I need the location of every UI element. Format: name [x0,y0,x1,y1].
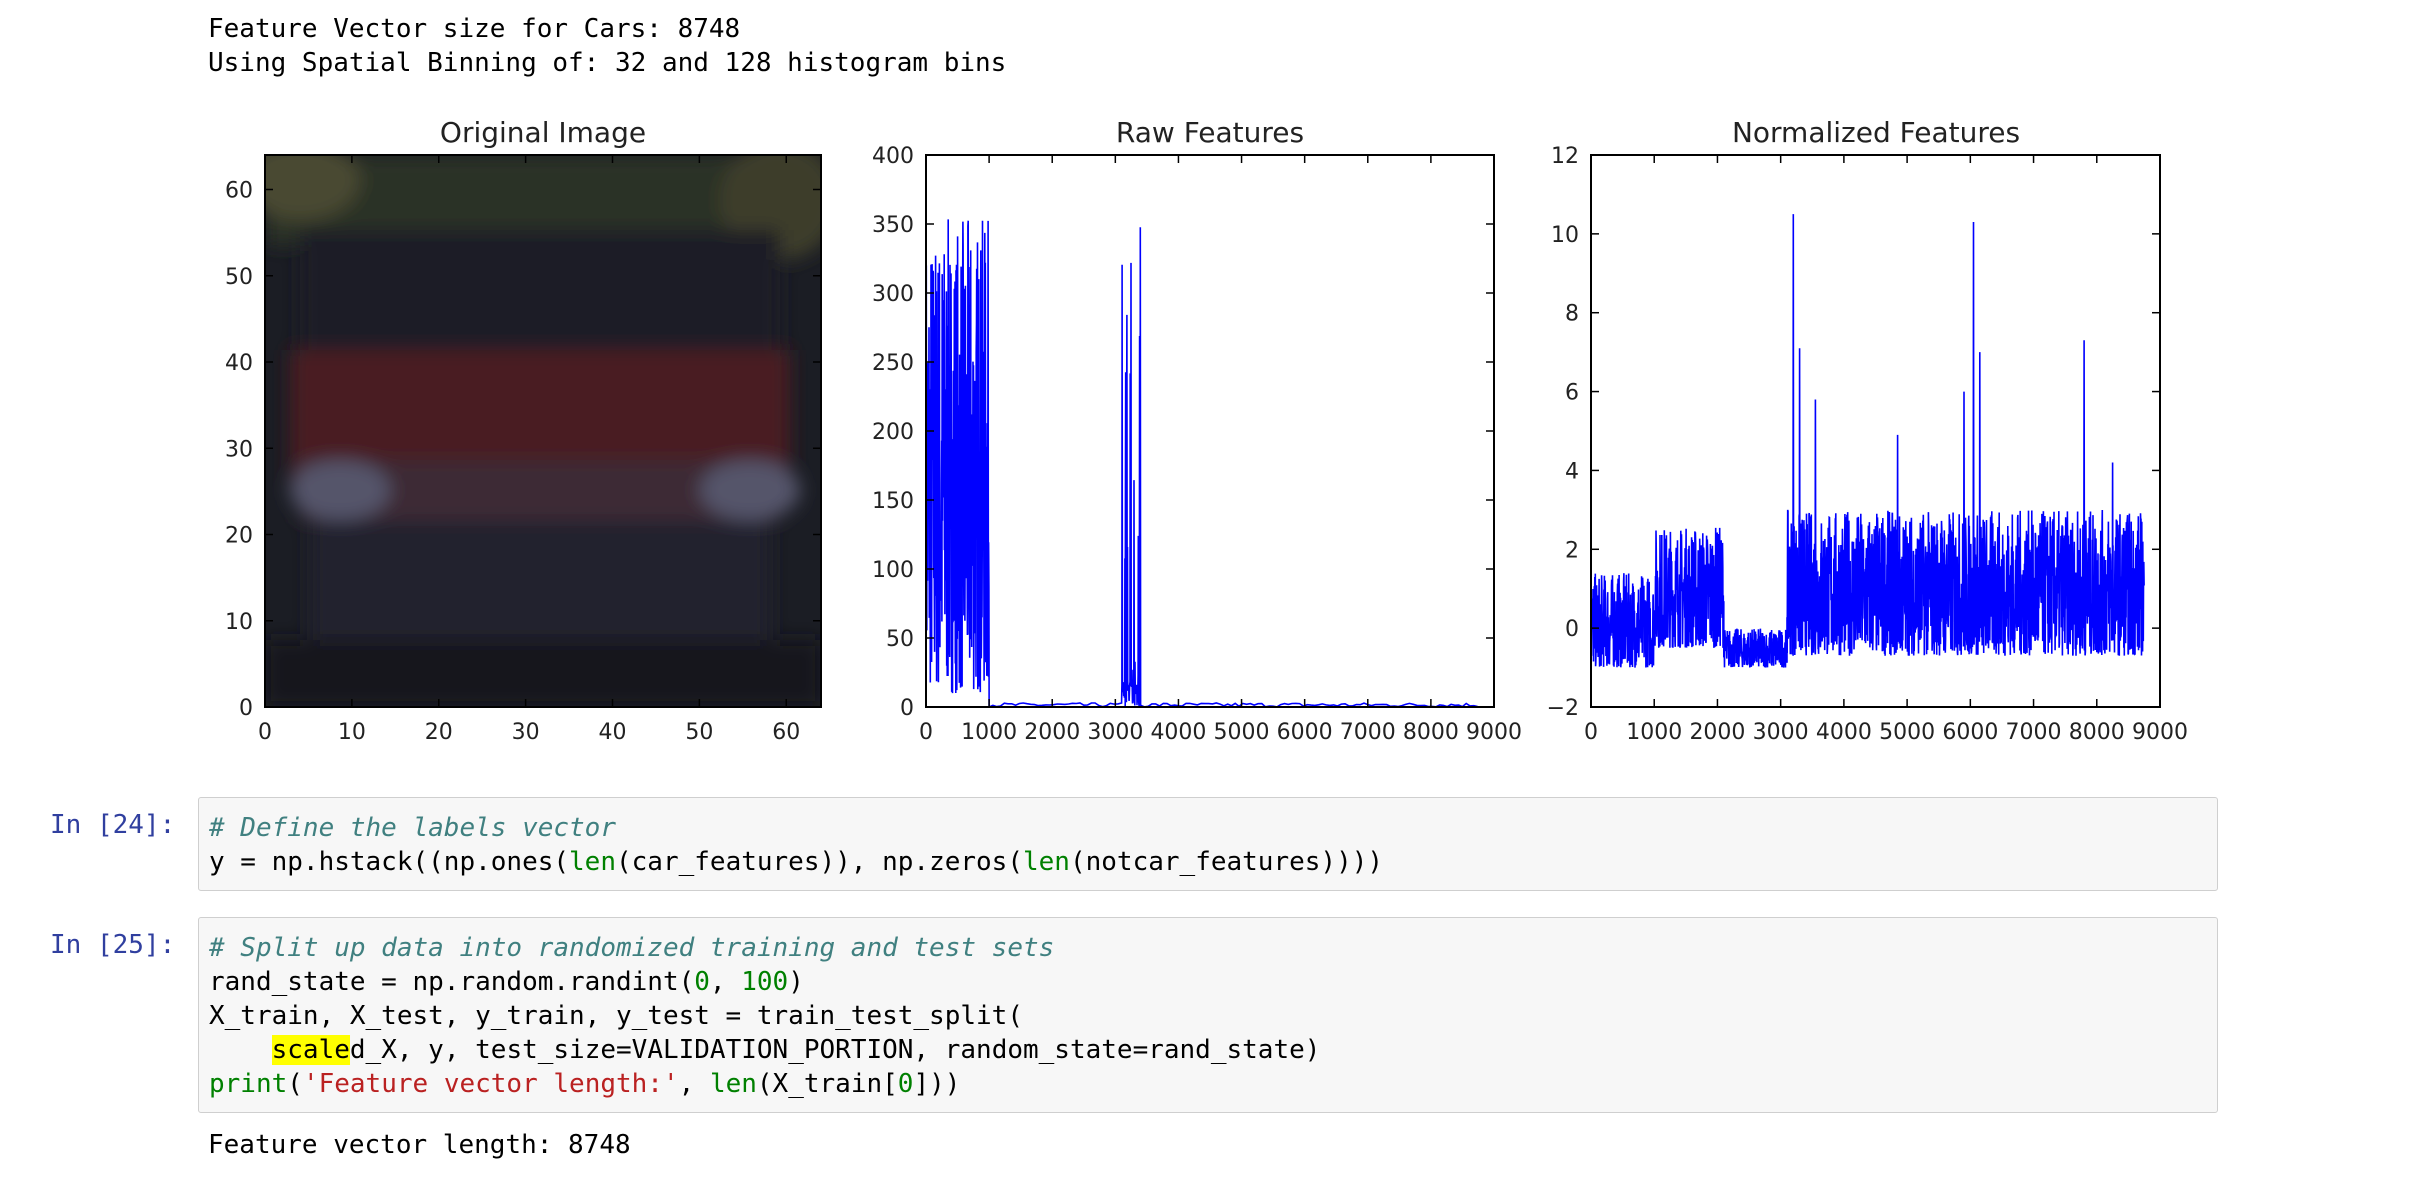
original-image-panel: Original Image 0 10 20 30 40 50 60 0 10 20 30 40 50 6… [225,116,822,745]
image-x-tick-label: 60 [772,720,800,745]
norm-x-tick-label: 6000 [1942,720,1998,745]
image-y-tick-label: 0 [239,696,253,721]
normalized-features-title: Normalized Features [1732,116,2020,149]
search-highlight: scale [271,1035,350,1065]
image-y-tick-label: 50 [225,265,253,290]
code-line: scaled_X, y, test_size=VALIDATION_PORTIO… [209,1033,2207,1067]
code-indent [209,1035,272,1065]
raw-features-series [926,219,1478,707]
code-line: # Split up data into randomized training… [209,931,2207,965]
normalized-features-panel: Normalized Features 0 1000 2000 3000 4000 500… [1547,116,2188,745]
norm-x-tick-label: 8000 [2069,720,2125,745]
code-comment: # Split up data into randomized training… [209,933,1055,963]
raw-x-tick-label: 0 [919,720,933,745]
raw-x-tick-label: 9000 [1466,720,1522,745]
code-builtin: len [569,847,616,877]
raw-x-tick-label: 3000 [1087,720,1143,745]
image-x-tick-label: 20 [425,720,453,745]
code-token: ) [788,967,804,997]
code-string: 'Feature vector length:' [302,1069,679,1099]
code-cell-24[interactable]: # Define the labels vector y = np.hstack… [198,797,2218,891]
norm-x-tick-label: 3000 [1753,720,1809,745]
code-line: print('Feature vector length:', len(X_tr… [209,1067,2207,1101]
code-line: X_train, X_test, y_train, y_test = train… [209,1001,1023,1031]
norm-x-tick-label: 4000 [1816,720,1872,745]
cell-24-prompt: In [24]: [50,810,176,840]
raw-features-title: Raw Features [1116,116,1304,149]
image-x-tick-label: 50 [685,720,713,745]
code-line: # Define the labels vector [209,811,2207,845]
norm-x-tick-label: 5000 [1879,720,1935,745]
norm-y-tick-label: 12 [1551,144,1579,169]
norm-x-tick-label: 0 [1584,720,1598,745]
output-line-vector-length: Feature vector length: 8748 [208,1130,631,1160]
original-image-title: Original Image [440,116,646,149]
code-builtin: print [209,1069,288,1099]
norm-y-tick-label: 2 [1565,538,1579,563]
raw-x-tick-label: 6000 [1277,720,1333,745]
code-token: (X_train[ [756,1069,898,1099]
norm-y-tick-label: 10 [1551,223,1579,248]
cell-25-prompt: In [25]: [50,930,176,960]
raw-x-tick-label: 8000 [1403,720,1459,745]
norm-y-tick-label: 0 [1565,617,1579,642]
raw-y-tick-label: 50 [886,627,914,652]
raw-y-tick-label: 350 [872,213,914,238]
norm-x-tick-label: 2000 [1689,720,1745,745]
image-x-tick-label: 40 [599,720,627,745]
raw-y-tick-label: 0 [900,696,914,721]
raw-x-tick-label: 7000 [1340,720,1396,745]
norm-x-tick-label: 9000 [2132,720,2188,745]
code-token: ])) [913,1069,961,1099]
code-token: rand_state = np.random.randint( [209,967,695,997]
code-line: rand_state = np.random.randint(0, 100) [209,965,2207,999]
feature-figure: Original Image 0 10 20 30 40 50 60010203040506… [225,116,2188,745]
image-y-tick-label: 60 [225,179,253,204]
code-token: y = np.hstack((np.ones( [209,847,570,877]
code-token: (notcar_features)))) [1069,847,1384,877]
raw-x-tick-label: 4000 [1150,720,1206,745]
raw-y-tick-label: 100 [872,558,914,583]
code-token: ( [287,1069,303,1099]
image-x-tick-label: 0 [258,720,272,745]
code-cell-25[interactable]: # Split up data into randomized training… [198,917,2218,1113]
code-builtin: len [1023,847,1070,877]
norm-x-tick-label: 1000 [1626,720,1682,745]
norm-y-tick-label: 8 [1565,302,1579,327]
raw-y-tick-label: 250 [872,351,914,376]
normalized-features-series [1591,214,2145,668]
norm-y-tick-label: −2 [1547,696,1579,721]
code-number: 100 [741,967,789,997]
raw-y-tick-label: 200 [872,420,914,445]
image-x-tick-label: 10 [338,720,366,745]
raw-features-panel: Raw Features 0 1000 2000 3000 4000 5000 6000 70… [872,116,1522,745]
output-line-spatial-binning: Using Spatial Binning of: 32 and 128 his… [208,48,1007,78]
code-number: 0 [694,967,710,997]
code-token: , [709,967,742,997]
raw-y-tick-label: 150 [872,489,914,514]
image-y-tick-label: 20 [225,524,253,549]
raw-y-tick-label: 400 [872,144,914,169]
code-builtin: len [709,1069,757,1099]
code-number: 0 [897,1069,914,1099]
image-y-tick-label: 40 [225,351,253,376]
code-line: y = np.hstack((np.ones(len(car_features)… [209,845,2207,879]
raw-x-tick-label: 1000 [961,720,1017,745]
raw-x-tick-label: 2000 [1024,720,1080,745]
code-token: , [678,1069,710,1099]
norm-y-tick-label: 6 [1565,381,1579,406]
raw-y-tick-label: 300 [872,282,914,307]
image-y-tick-label: 10 [225,610,253,635]
raw-x-tick-label: 5000 [1214,720,1270,745]
code-comment: # Define the labels vector [209,813,616,843]
output-line-feature-size: Feature Vector size for Cars: 8748 [208,14,741,44]
image-x-tick-label: 30 [512,720,540,745]
norm-x-tick-label: 7000 [2006,720,2062,745]
code-token: d_X, y, test_size=VALIDATION_PORTION, ra… [349,1035,1321,1065]
car-image [265,155,821,707]
code-token: (car_features)), np.zeros( [616,847,1023,877]
norm-y-tick-label: 4 [1565,459,1579,484]
image-y-tick-label: 30 [225,437,253,462]
